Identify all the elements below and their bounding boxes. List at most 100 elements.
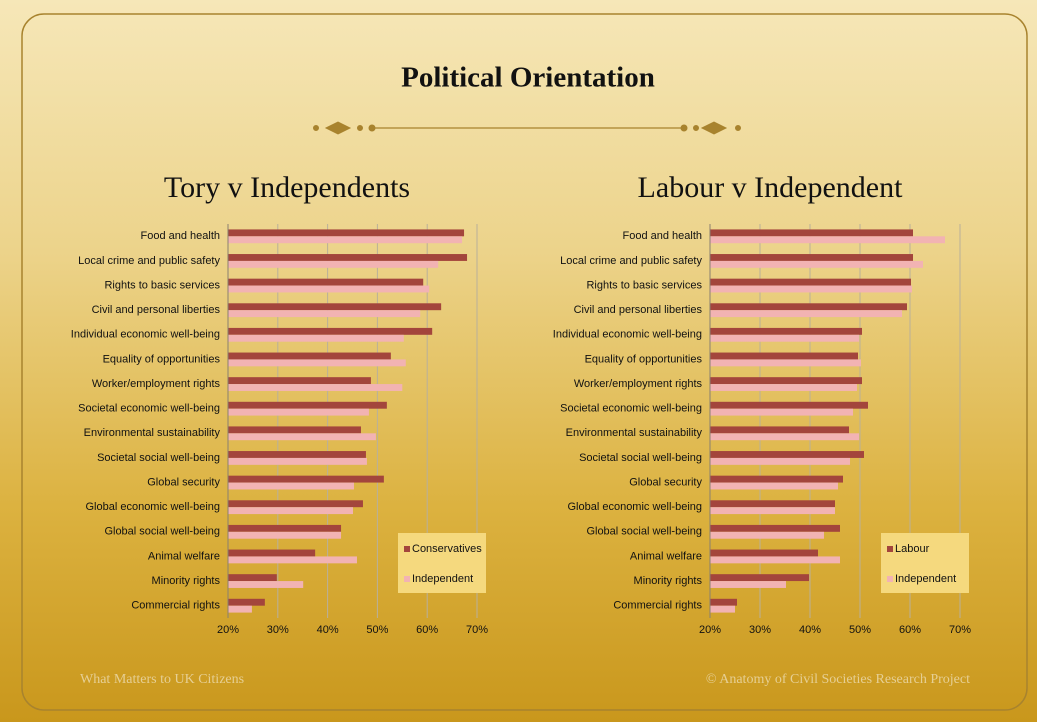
x-tick-label: 70% xyxy=(466,624,488,636)
bar xyxy=(710,352,858,360)
slide-frame xyxy=(21,13,1028,711)
y-tick-label: Local crime and public safety xyxy=(560,255,702,267)
bar xyxy=(228,556,357,564)
slide-title: Political Orientation xyxy=(401,62,655,94)
y-tick-label: Animal welfare xyxy=(630,550,702,562)
y-tick-label: Worker/employment rights xyxy=(574,378,703,390)
bar xyxy=(710,384,857,391)
y-tick-label: Animal welfare xyxy=(148,550,220,562)
bar xyxy=(710,451,864,458)
y-tick-label: Worker/employment rights xyxy=(92,378,221,390)
bar xyxy=(228,581,304,588)
x-tick-label: 20% xyxy=(217,624,239,636)
y-tick-label: Individual economic well-being xyxy=(553,329,702,341)
y-tick-label: Global security xyxy=(629,476,702,488)
bar xyxy=(228,303,442,311)
y-tick-label: Societal economic well-being xyxy=(560,403,702,415)
bar xyxy=(710,598,737,606)
bar xyxy=(710,229,913,237)
bar xyxy=(710,285,912,293)
bar xyxy=(710,278,911,286)
bar xyxy=(228,285,430,293)
bar xyxy=(228,254,468,261)
y-tick-label: Individual economic well-being xyxy=(71,329,220,341)
legend-swatch xyxy=(887,546,893,552)
bar xyxy=(228,278,424,286)
y-tick-label: Global social well-being xyxy=(586,526,702,538)
y-tick-label: Food and health xyxy=(140,230,220,242)
bar xyxy=(228,327,433,335)
y-tick-label: Environmental sustainability xyxy=(84,427,221,439)
bar xyxy=(228,401,387,409)
y-tick-label: Commercial rights xyxy=(613,600,702,612)
legend-box xyxy=(398,533,486,593)
bar xyxy=(228,377,371,385)
y-tick-label: Minority rights xyxy=(152,575,221,587)
bar xyxy=(710,549,818,557)
y-tick-label: Rights to basic services xyxy=(586,279,702,291)
x-tick-label: 40% xyxy=(317,624,339,636)
bar xyxy=(710,507,835,515)
bar xyxy=(710,457,850,465)
y-tick-label: Rights to basic services xyxy=(104,279,220,291)
bar xyxy=(228,475,384,483)
bar xyxy=(710,359,861,367)
bar xyxy=(228,359,406,367)
x-tick-label: 70% xyxy=(949,624,971,636)
legend-label: Conservatives xyxy=(412,543,482,555)
legend-swatch xyxy=(404,546,410,552)
legend-swatch xyxy=(404,576,410,582)
bar xyxy=(710,377,862,385)
bar xyxy=(710,334,859,342)
x-tick-label: 30% xyxy=(267,624,289,636)
y-tick-label: Societal economic well-being xyxy=(78,403,220,415)
bar xyxy=(710,475,843,483)
bar xyxy=(710,482,838,490)
y-tick-label: Civil and personal liberties xyxy=(574,304,703,316)
bar xyxy=(710,260,923,268)
bar xyxy=(228,352,391,360)
y-tick-label: Equality of opportunities xyxy=(103,353,221,365)
bar xyxy=(228,500,363,508)
bar xyxy=(228,408,369,416)
bar xyxy=(228,524,342,532)
y-tick-label: Local crime and public safety xyxy=(78,255,220,267)
bar xyxy=(228,260,439,268)
x-tick-label: 30% xyxy=(749,624,771,636)
legend-label: Independent xyxy=(412,573,473,585)
bar xyxy=(228,605,252,613)
bar xyxy=(710,327,862,335)
bar xyxy=(710,310,902,318)
x-tick-label: 60% xyxy=(416,624,438,636)
bar xyxy=(228,574,277,582)
bar xyxy=(228,457,367,465)
x-tick-label: 20% xyxy=(699,624,721,636)
bar xyxy=(710,401,868,409)
bar xyxy=(228,334,404,342)
chart-title: Tory v Independents xyxy=(164,171,410,204)
y-tick-label: Global social well-being xyxy=(104,526,220,538)
bar xyxy=(710,556,840,564)
y-tick-label: Global economic well-being xyxy=(567,501,702,513)
legend-swatch xyxy=(887,576,893,582)
bar xyxy=(228,310,421,318)
bar xyxy=(228,229,465,237)
bar xyxy=(710,408,853,416)
bar xyxy=(710,605,735,613)
y-tick-label: Global security xyxy=(147,476,220,488)
y-tick-label: Environmental sustainability xyxy=(566,427,703,439)
bar xyxy=(228,451,366,458)
x-tick-label: 50% xyxy=(849,624,871,636)
bar xyxy=(710,254,913,261)
legend-label: Labour xyxy=(895,543,930,555)
bar xyxy=(228,433,376,441)
y-tick-label: Food and health xyxy=(622,230,702,242)
y-tick-label: Global economic well-being xyxy=(85,501,220,513)
bar xyxy=(710,236,945,244)
legend-box xyxy=(881,533,969,593)
y-tick-label: Civil and personal liberties xyxy=(92,304,221,316)
bar xyxy=(228,482,354,490)
bar xyxy=(710,531,824,539)
bar xyxy=(228,507,353,515)
